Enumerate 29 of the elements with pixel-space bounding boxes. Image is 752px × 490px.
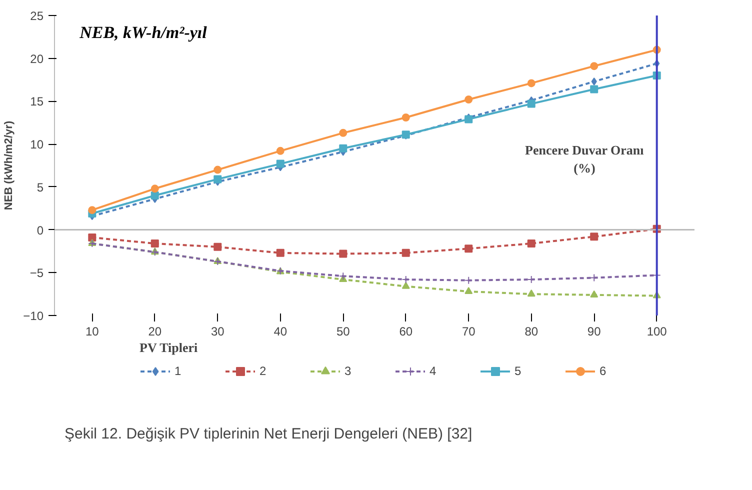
legend-label: 1 (174, 364, 182, 378)
legend-label: 2 (260, 364, 268, 378)
y-tick-label: 20 (30, 52, 44, 66)
y-tick-label: −10 (23, 309, 44, 323)
legend-title: PV Tipleri (140, 340, 199, 356)
x-tick-label: 20 (148, 324, 162, 338)
x-tick-label: 80 (524, 324, 538, 338)
legend-label: 5 (514, 364, 522, 378)
x-tick-label: 30 (210, 324, 225, 338)
legend-label: 3 (344, 364, 352, 378)
chart-title: NEB, kW-h/m²-yıl (78, 23, 208, 42)
x-tick-label: 90 (587, 324, 602, 338)
x-tick-label: 50 (336, 324, 350, 338)
x-tick-label: 10 (85, 324, 100, 338)
x-tick-label: 40 (274, 324, 288, 338)
legend-label: 4 (430, 364, 438, 378)
legend-label: 6 (600, 364, 608, 378)
text: Şekil 12. Değişik PV tiplerinin Net Enerji Dengeleri (NEB) [32] (64, 426, 472, 442)
y-tick-label: 0 (36, 223, 44, 238)
annotation: Pencere Duvar Oranı (%) (525, 142, 644, 176)
x-tick-label: 100 (646, 324, 668, 338)
y-axis-title: NEB (kWh/m2/yr) (3, 120, 16, 210)
x-tick-label: 70 (462, 324, 476, 338)
y-tick-label: 25 (30, 9, 44, 23)
x-tick-label: 60 (399, 324, 413, 338)
y-tick-label: 5 (36, 180, 44, 194)
y-tick-label: 15 (30, 94, 44, 109)
y-tick-label: 10 (30, 138, 44, 152)
y-tick-label: −5 (30, 266, 44, 280)
